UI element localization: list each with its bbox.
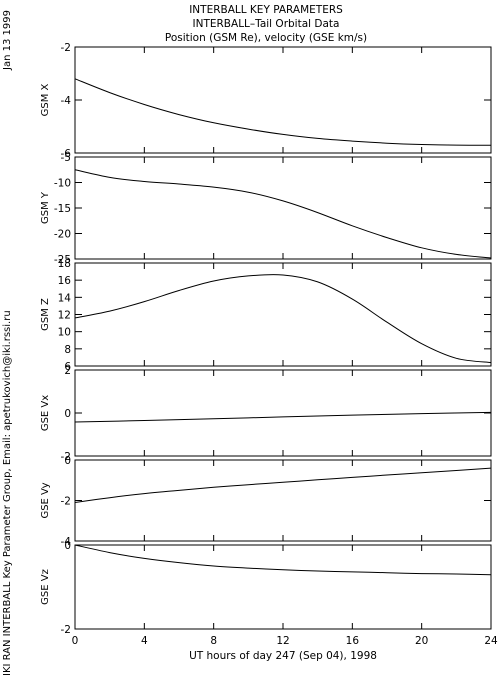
x-tick-label: 4 (141, 635, 148, 647)
series-line-gsm-y (74, 169, 492, 259)
x-tick-label: 12 (276, 635, 289, 647)
series-line-gse-vx (74, 411, 492, 423)
series-line-gse-vy (74, 467, 492, 503)
y-tick-label-gsm-y: -25 (54, 254, 71, 266)
y-tick-label-gsm-x: -4 (61, 95, 72, 107)
y-tick-label-gsm-z: 18 (58, 258, 71, 270)
x-axis-label: UT hours of day 247 (Sep 04), 1998 (189, 650, 377, 662)
y-tick-label-gsm-z: 8 (64, 344, 71, 356)
y-tick-label-gsm-y: -10 (54, 178, 71, 190)
y-tick-label-gse-vz: 0 (64, 540, 71, 552)
x-tick-label: 24 (484, 635, 498, 647)
y-tick-label-gsm-x: -2 (61, 42, 71, 54)
y-tick-label-gse-vy: 0 (64, 455, 71, 467)
series-line-gsm-z (74, 274, 492, 364)
y-tick-label-gsm-z: 12 (58, 310, 71, 322)
credit-line: IKI RAN INTERBALL Key Parameter Group, E… (2, 310, 13, 676)
x-tick-label: 20 (415, 635, 428, 647)
y-tick-label-gse-vz: -2 (61, 624, 71, 636)
x-tick-label: 8 (210, 635, 217, 647)
panel-frame-gsm-z (74, 262, 492, 367)
panel-frame-gsm-x (74, 46, 492, 154)
y-tick-label-gse-vx: 0 (64, 408, 71, 420)
y-tick-label-gsm-z: 10 (58, 327, 71, 339)
y-tick-label-gse-vy: -4 (61, 536, 72, 548)
x-tick-label: 16 (346, 635, 360, 647)
y-tick-label-gsm-y: -15 (54, 203, 71, 215)
y-axis-label-gse-vy: GSE Vy (40, 482, 51, 518)
y-tick-label-gsm-z: 14 (58, 292, 72, 304)
y-tick-label-gsm-x: -6 (61, 148, 72, 160)
y-tick-label-gsm-y: -20 (54, 229, 71, 241)
y-tick-label-gsm-y: -5 (61, 152, 71, 164)
y-tick-label-gsm-z: 16 (58, 275, 72, 287)
y-axis-label-gsm-x: GSM X (40, 83, 51, 116)
plot-date: Jan 13 1999 (2, 10, 13, 71)
x-tick-label: 0 (72, 635, 79, 647)
y-axis-label-gsm-y: GSM Y (40, 191, 51, 224)
title-line-3: Position (GSM Re), velocity (GSE km/s) (165, 32, 367, 44)
series-line-gse-vz (74, 544, 492, 576)
title-line-2: INTERBALL–Tail Orbital Data (193, 18, 340, 30)
panel-frame-gsm-y (74, 156, 492, 260)
y-axis-label-gse-vx: GSE Vx (40, 395, 51, 431)
y-tick-label-gsm-z: 6 (64, 361, 71, 373)
title-line-1: INTERBALL KEY PARAMETERS (189, 4, 343, 16)
y-axis-label-gse-vz: GSE Vz (40, 569, 51, 605)
y-tick-label-gse-vx: -2 (61, 451, 71, 463)
series-line-gsm-x (74, 78, 492, 146)
y-tick-label-gse-vx: 2 (64, 365, 71, 377)
y-axis-label-gsm-z: GSM Z (40, 298, 51, 331)
y-tick-label-gse-vy: -2 (61, 496, 71, 508)
